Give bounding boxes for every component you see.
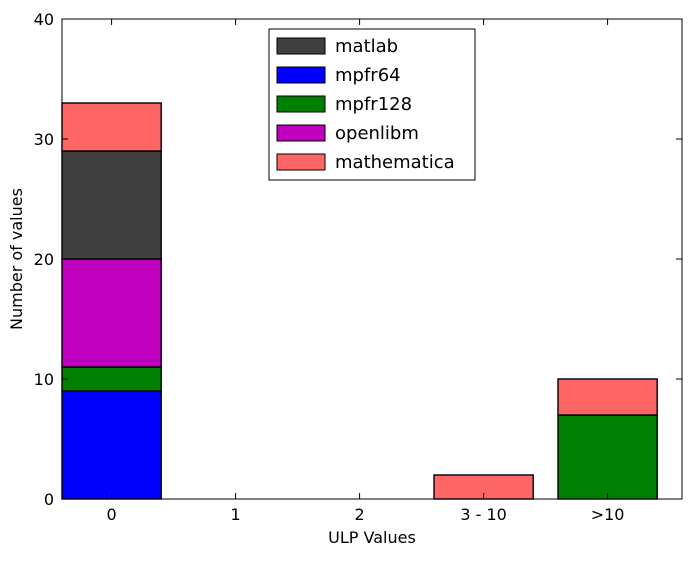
- legend-swatch-matlab: [276, 37, 326, 55]
- legend-swatch-openlibm: [276, 124, 326, 142]
- bars-layer: [61, 102, 658, 500]
- y-tick-label: 30: [34, 130, 54, 149]
- legend-swatch-mpfr64: [276, 66, 326, 84]
- y-tick-label: 20: [34, 250, 54, 269]
- legend: matlab mpfr64 mpfr128 openlibm mathematica: [268, 28, 476, 181]
- x-tick-label: 1: [231, 505, 241, 524]
- legend-label-mpfr128: mpfr128: [335, 94, 412, 115]
- y-tick-label: 0: [44, 490, 54, 509]
- legend-swatch-mpfr128: [276, 95, 326, 113]
- y-tick-label: 40: [34, 10, 54, 29]
- ticks-layer: 0 10 20 30 40 0 1 2 3 - 10 >10: [34, 10, 682, 524]
- bar-segment-matlab-0: [61, 150, 162, 260]
- x-tick-label: 3 - 10: [460, 505, 506, 524]
- x-tick-label: 0: [107, 505, 117, 524]
- y-tick-label: 10: [34, 370, 54, 389]
- legend-label-mathematica: mathematica: [335, 152, 455, 173]
- bar-segment-mpfr128-4: [557, 414, 658, 500]
- x-axis-label: ULP Values: [328, 528, 416, 547]
- legend-label-matlab: matlab: [335, 36, 398, 57]
- x-tick-label: 2: [355, 505, 365, 524]
- legend-swatch-mathematica: [276, 153, 326, 171]
- legend-label-openlibm: openlibm: [335, 123, 419, 144]
- x-tick-label: >10: [591, 505, 625, 524]
- bar-segment-mpfr64-0: [61, 390, 162, 500]
- bar-segment-mathematica-0: [61, 102, 162, 152]
- y-axis-label: Number of values: [7, 188, 26, 330]
- bar-segment-mathematica-4: [557, 378, 658, 416]
- bar-segment-mpfr128-0: [61, 366, 162, 392]
- bar-segment-openlibm-0: [61, 258, 162, 368]
- legend-label-mpfr64: mpfr64: [335, 65, 401, 86]
